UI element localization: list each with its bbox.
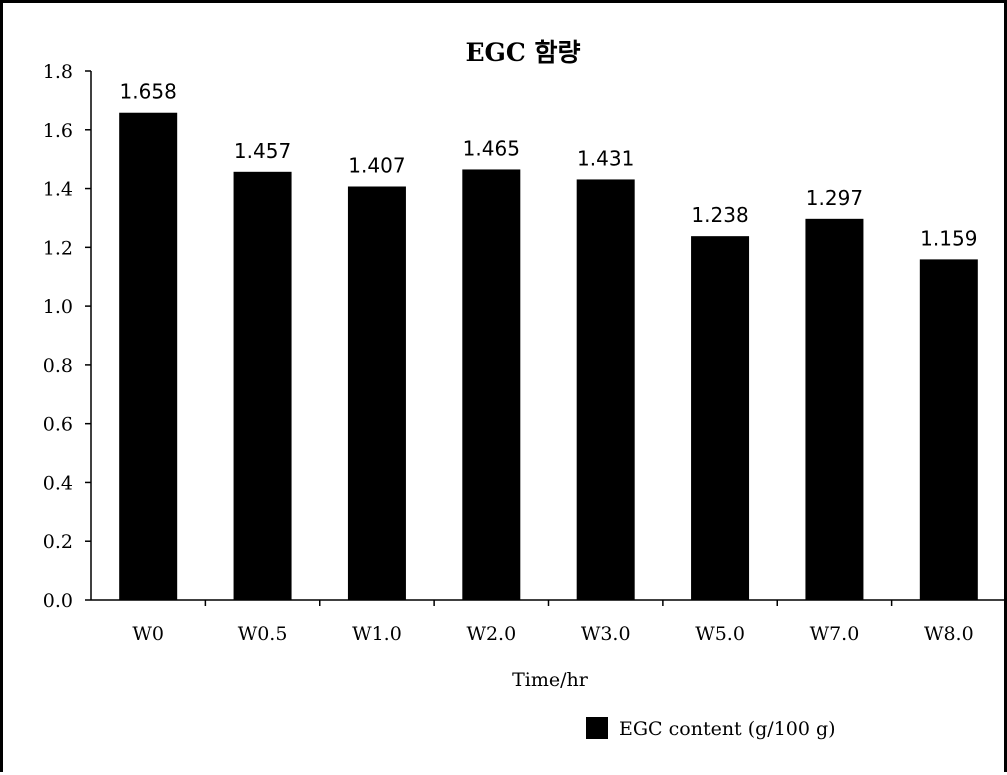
bar (347, 186, 406, 600)
x-tick-label: W0.5 (238, 623, 288, 645)
x-tick-label: W3.0 (581, 623, 631, 645)
data-label: 1.407 (348, 153, 405, 177)
bar-chart: EGC 함량 0.0 0.2 0.4 0.6 0.8 1.0 1.2 1.4 1.6 1.8 1.… (43, 38, 1007, 740)
y-tick-label: 0.6 (43, 414, 73, 436)
y-tick-label: 0.4 (43, 472, 73, 494)
x-tick-label: W1.0 (352, 623, 402, 645)
y-tick-label: 1.6 (43, 120, 73, 142)
x-tick-label: W8.0 (924, 623, 974, 645)
y-tick-label: 1.4 (43, 179, 73, 201)
legend-swatch (586, 717, 608, 739)
bar (462, 169, 521, 601)
data-label: 1.431 (577, 146, 634, 170)
x-tick-label: W5.0 (695, 623, 745, 645)
legend: EGC content (g/100 g) (586, 717, 836, 740)
y-tick-label: 1.8 (43, 61, 73, 83)
bar (691, 236, 750, 600)
bar (119, 112, 178, 600)
y-tick-label: 0.2 (43, 531, 73, 553)
x-tick-label: W0 (132, 623, 164, 645)
x-tick-label: W2.0 (466, 623, 516, 645)
data-label: 1.297 (806, 186, 863, 210)
y-tick-label: 1.0 (43, 296, 73, 318)
legend-label: EGC content (g/100 g) (619, 718, 836, 740)
chart-title: EGC 함량 (465, 38, 580, 67)
bar (576, 179, 635, 600)
bar (805, 218, 864, 600)
x-axis-title: Time/hr (512, 669, 589, 691)
data-label: 1.457 (234, 139, 291, 163)
data-label: 1.238 (691, 203, 748, 227)
y-tick-label: 0.8 (43, 355, 73, 377)
data-label: 1.465 (463, 136, 520, 160)
y-tick-label: 0.0 (43, 590, 73, 612)
bar (233, 171, 292, 600)
data-label: 1.159 (920, 226, 977, 250)
x-tick-label: W7.0 (810, 623, 860, 645)
data-label: 1.658 (120, 80, 177, 104)
y-tick-label: 1.2 (43, 237, 73, 259)
bar (919, 259, 978, 600)
